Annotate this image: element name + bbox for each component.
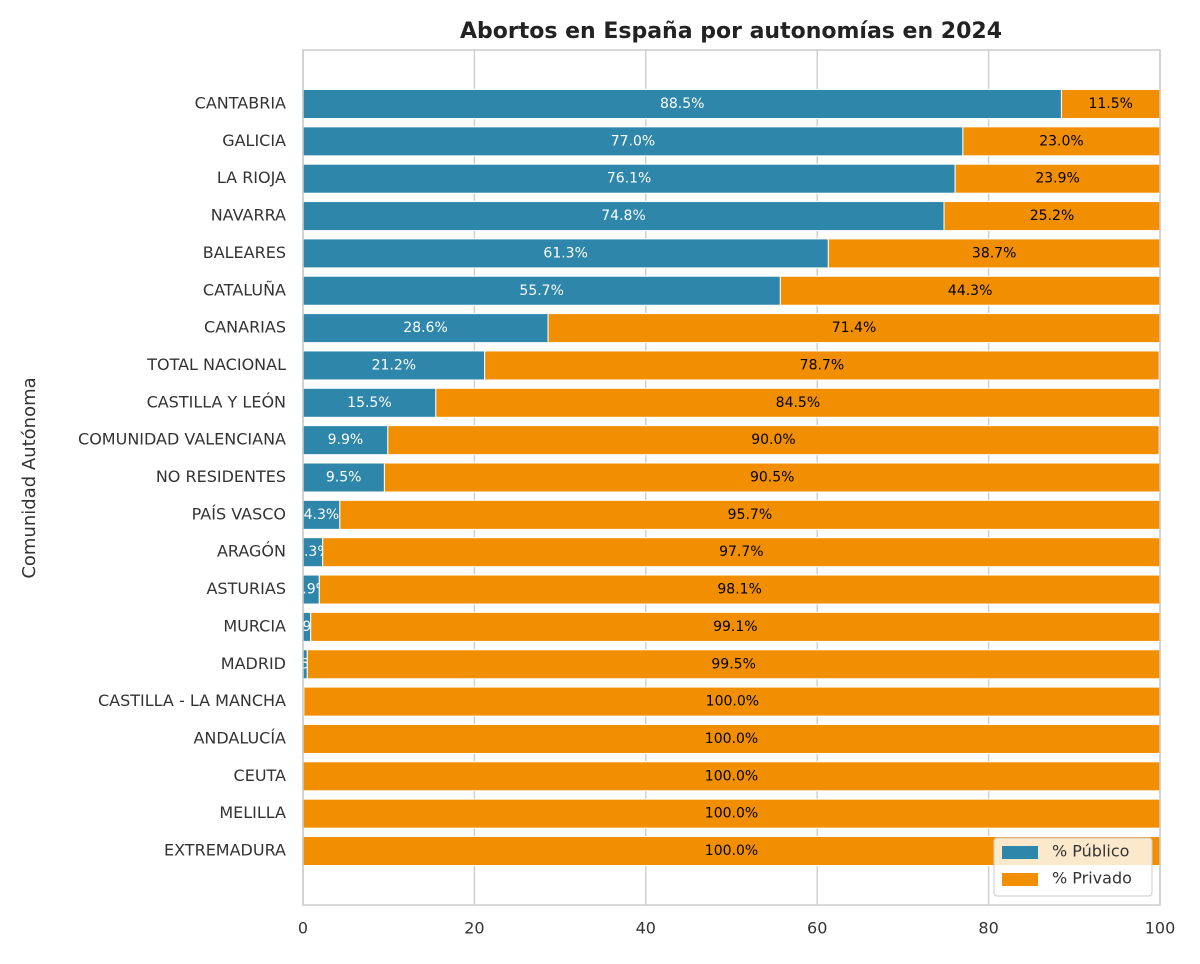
- bar-segment: [303, 686, 1160, 717]
- x-tick-label: 0: [298, 919, 308, 938]
- x-tick-label: 100: [1145, 919, 1176, 938]
- y-tick-label: TOTAL NACIONAL: [146, 355, 286, 374]
- value-label: 23.9%: [1035, 171, 1079, 187]
- bar-segment: [484, 350, 1160, 381]
- value-label: 100.0%: [706, 694, 759, 710]
- y-tick-label: ASTURIAS: [206, 579, 286, 598]
- value-label: 90.0%: [751, 432, 795, 448]
- y-tick-label: CASTILLA - LA MANCHA: [98, 691, 286, 710]
- bar-segment: [547, 313, 1160, 344]
- bar-segment: [827, 238, 1160, 269]
- value-label: 25.2%: [1030, 208, 1074, 224]
- value-label: 100.0%: [705, 768, 758, 784]
- y-tick-label: GALICIA: [222, 131, 286, 150]
- x-tick-label: 40: [636, 919, 656, 938]
- value-label: 15.5%: [347, 395, 391, 411]
- value-label: 11.5%: [1088, 96, 1132, 112]
- value-label: 44.3%: [948, 283, 992, 299]
- bar-segment: [779, 275, 1160, 306]
- bar-segment: [322, 537, 1160, 568]
- bar-segment: [306, 649, 1160, 680]
- bar-segment: [962, 126, 1160, 157]
- bar-segment: [303, 238, 829, 269]
- bar-segment: [303, 163, 956, 194]
- bar-segment: [954, 163, 1160, 194]
- y-tick-label: BALEARES: [203, 243, 286, 262]
- y-tick-label: PAÍS VASCO: [192, 504, 286, 523]
- value-label: 9.9%: [328, 432, 364, 448]
- bar-segment: [387, 425, 1160, 456]
- bar-segment: [303, 350, 486, 381]
- value-label: 84.5%: [776, 395, 820, 411]
- bar-segment: [303, 761, 1160, 792]
- bar-segment: [383, 462, 1160, 493]
- bar-segment: [303, 387, 437, 418]
- value-label: 98.1%: [717, 582, 761, 598]
- bar-segment: [943, 201, 1160, 232]
- value-label: 55.7%: [519, 283, 563, 299]
- y-tick-label: ARAGÓN: [217, 542, 286, 561]
- plot-frame: [302, 49, 1161, 906]
- x-tick-label: 80: [978, 919, 998, 938]
- y-tick-label: MURCIA: [223, 616, 286, 635]
- value-label: 88.5%: [660, 96, 704, 112]
- bar-segment: [303, 723, 1160, 754]
- y-tick-label: CEUTA: [234, 766, 287, 785]
- value-label: 100.0%: [705, 843, 758, 859]
- value-label: 21.2%: [372, 357, 416, 373]
- legend-label: % Privado: [1052, 869, 1132, 888]
- value-label: 74.8%: [601, 208, 645, 224]
- x-tick-label: 20: [464, 919, 484, 938]
- value-label: 9.5%: [326, 470, 362, 486]
- value-label: 100.0%: [705, 806, 758, 822]
- value-label: 90.5%: [750, 470, 794, 486]
- y-tick-label: MADRID: [221, 654, 286, 673]
- y-tick-label: CATALUÑA: [203, 280, 286, 299]
- y-tick-label: COMUNIDAD VALENCIANA: [78, 430, 286, 449]
- y-tick-label: NAVARRA: [211, 206, 286, 225]
- y-tick-label: MELILLA: [219, 803, 286, 822]
- value-label: 23.0%: [1039, 133, 1083, 149]
- y-tick-label: CANARIAS: [204, 318, 286, 337]
- legend-swatch: [1002, 846, 1038, 859]
- value-label: 97.7%: [719, 544, 763, 560]
- value-label: 77.0%: [611, 133, 655, 149]
- y-tick-label: LA RIOJA: [217, 168, 286, 187]
- chart-title: Abortos en España por autonomías en 2024: [460, 19, 1002, 44]
- y-tick-label: CANTABRIA: [195, 94, 286, 113]
- bar-segment: [310, 611, 1160, 642]
- y-tick-label: NO RESIDENTES: [156, 467, 286, 486]
- bar-segment: [303, 89, 1062, 119]
- value-label: 76.1%: [607, 171, 651, 187]
- y-tick-label: EXTREMADURA: [164, 841, 286, 860]
- bar-segment: [303, 499, 341, 530]
- value-label: 99.1%: [713, 619, 757, 635]
- legend-label: % Público: [1052, 842, 1129, 861]
- value-label: 99.5%: [711, 656, 755, 672]
- bar-segment: [339, 499, 1160, 530]
- y-axis-label: Comunidad Autónoma: [19, 377, 40, 578]
- value-label: 71.4%: [832, 320, 876, 336]
- y-tick-label: CASTILLA Y LEÓN: [147, 392, 286, 411]
- bars: 88.5% 11.5% 77.0% 23.0% 76.1% 23.9% 74.8% 25.2%…: [303, 89, 1160, 866]
- bar-segment: [303, 798, 1160, 829]
- x-tick-label: 60: [807, 919, 827, 938]
- value-label: 28.6%: [403, 320, 447, 336]
- value-label: 100.0%: [705, 731, 758, 747]
- value-label: 78.7%: [800, 357, 844, 373]
- bar-segment: [303, 425, 389, 456]
- value-label: 4.3%: [304, 507, 340, 523]
- legend-swatch: [1002, 873, 1038, 886]
- labels: 0 20 40 60 80 100 CANTABRIA GALICIA LA RIOJA NAVA…: [78, 94, 1175, 938]
- legend: % Público % Privado: [993, 837, 1153, 897]
- y-tick-label: ANDALUCÍA: [193, 728, 286, 747]
- value-label: 38.7%: [972, 245, 1016, 261]
- value-label: 61.3%: [543, 245, 587, 261]
- value-label: 95.7%: [728, 507, 772, 523]
- bar-segment: [435, 387, 1160, 418]
